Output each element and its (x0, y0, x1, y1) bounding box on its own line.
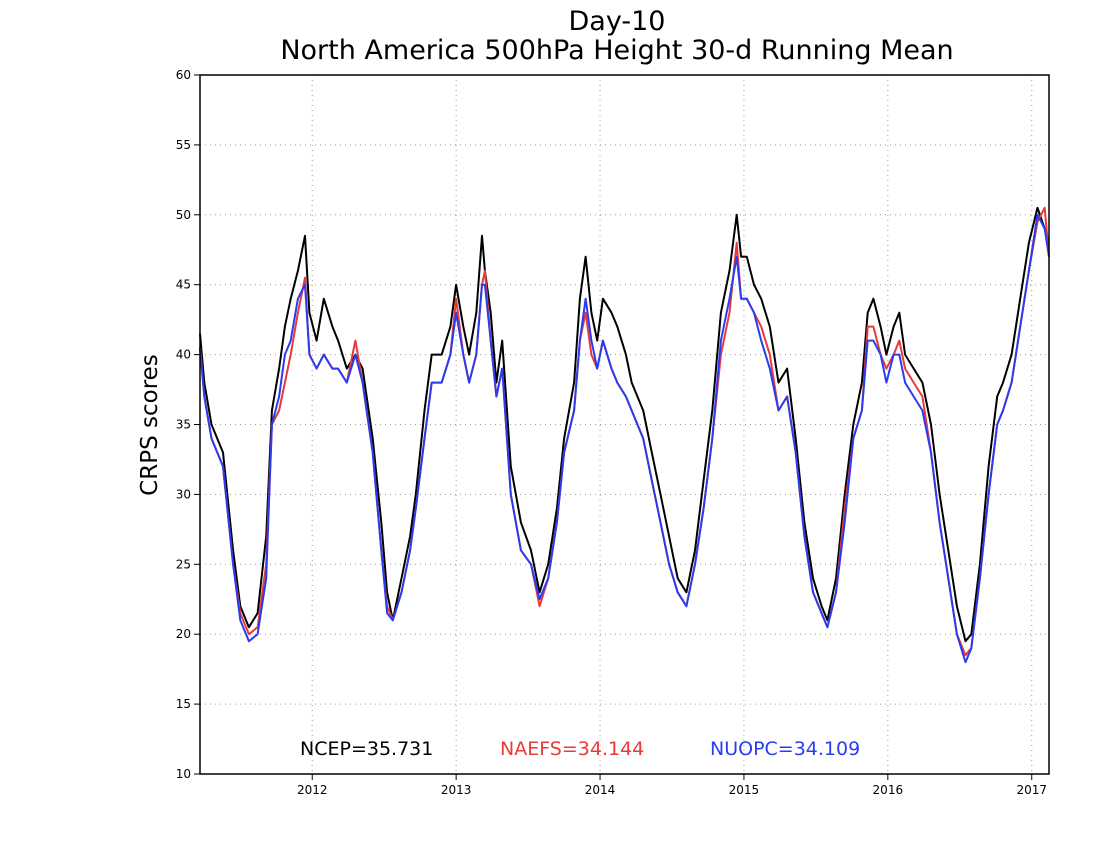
legend-ncep: NCEP=35.731 (300, 738, 433, 760)
legend-naefs: NAEFS=34.144 (500, 738, 644, 760)
chart-subtitle: North America 500hPa Height 30-d Running… (280, 35, 953, 66)
y-axis-label: CRPS scores (137, 354, 163, 496)
y-tick-label: 55 (176, 138, 191, 152)
y-tick-label: 35 (176, 418, 191, 432)
grid-lines (200, 75, 1049, 774)
legend-nuopc: NUOPC=34.109 (710, 738, 860, 760)
y-tick-label: 40 (176, 348, 191, 362)
y-tick-label: 10 (176, 767, 191, 781)
y-tick-label: 20 (176, 627, 191, 641)
x-tick-label: 2014 (585, 783, 616, 797)
legend: NCEP=35.731 NAEFS=34.144 NUOPC=34.109 (300, 738, 860, 760)
x-tick-label: 2016 (873, 783, 904, 797)
x-tick-label: 2015 (729, 783, 760, 797)
y-tick-label: 25 (176, 557, 191, 571)
series-line-nuopc (199, 213, 1050, 664)
x-tick-labels: 2012 2013 2014 2015 2016 2017 (297, 783, 1047, 797)
x-tick-label: 2012 (297, 783, 328, 797)
plot-frame (199, 74, 1050, 775)
x-tick-label: 2013 (441, 783, 472, 797)
y-tick-label: 50 (176, 208, 191, 222)
chart-title: Day-10 (569, 6, 666, 37)
y-tick-label: 30 (176, 487, 191, 501)
y-tick-label: 60 (176, 68, 191, 82)
y-tick-labels: 10 15 20 25 30 35 40 45 50 55 60 (176, 68, 191, 781)
y-tick-label: 15 (176, 697, 191, 711)
y-tick-label: 45 (176, 278, 191, 292)
series-lines (199, 206, 1050, 664)
x-tick-label: 2017 (1016, 783, 1047, 797)
axis-ticks (194, 74, 1033, 780)
series-line-ncep (199, 206, 1050, 643)
series-line-naefs (199, 206, 1050, 657)
